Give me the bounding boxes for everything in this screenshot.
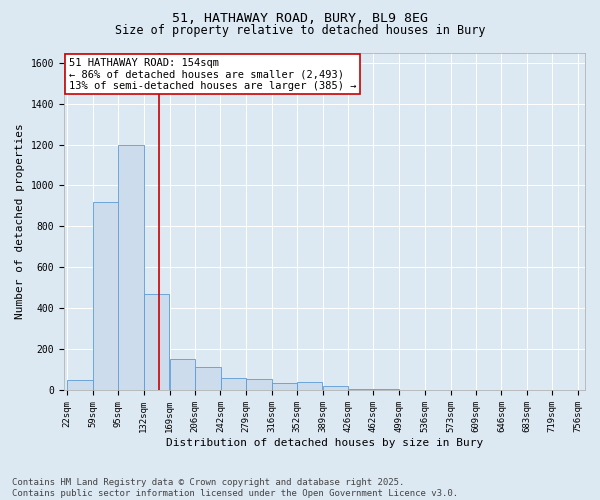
Bar (93, 202, 119, 390)
X-axis label: Distribution of detached houses by size in Bury: Distribution of detached houses by size … (166, 438, 483, 448)
Y-axis label: Number of detached properties: Number of detached properties (15, 124, 25, 319)
Bar (246, 378, 272, 390)
Bar (323, 386, 348, 390)
Text: 51 HATHAWAY ROAD: 154sqm
← 86% of detached houses are smaller (2,493)
13% of sem: 51 HATHAWAY ROAD: 154sqm ← 86% of detach… (69, 58, 356, 91)
Text: Contains HM Land Registry data © Crown copyright and database right 2025.
Contai: Contains HM Land Registry data © Crown c… (12, 478, 458, 498)
Bar (118, 144, 143, 390)
Text: 51, HATHAWAY ROAD, BURY, BL9 8EG: 51, HATHAWAY ROAD, BURY, BL9 8EG (172, 12, 428, 26)
Bar (144, 294, 169, 390)
Bar (272, 383, 298, 390)
Bar (349, 389, 374, 390)
Bar (221, 378, 246, 390)
Bar (196, 368, 221, 390)
Bar (297, 382, 322, 390)
Text: Size of property relative to detached houses in Bury: Size of property relative to detached ho… (115, 24, 485, 37)
Bar (67, 380, 93, 390)
Bar (170, 360, 195, 390)
